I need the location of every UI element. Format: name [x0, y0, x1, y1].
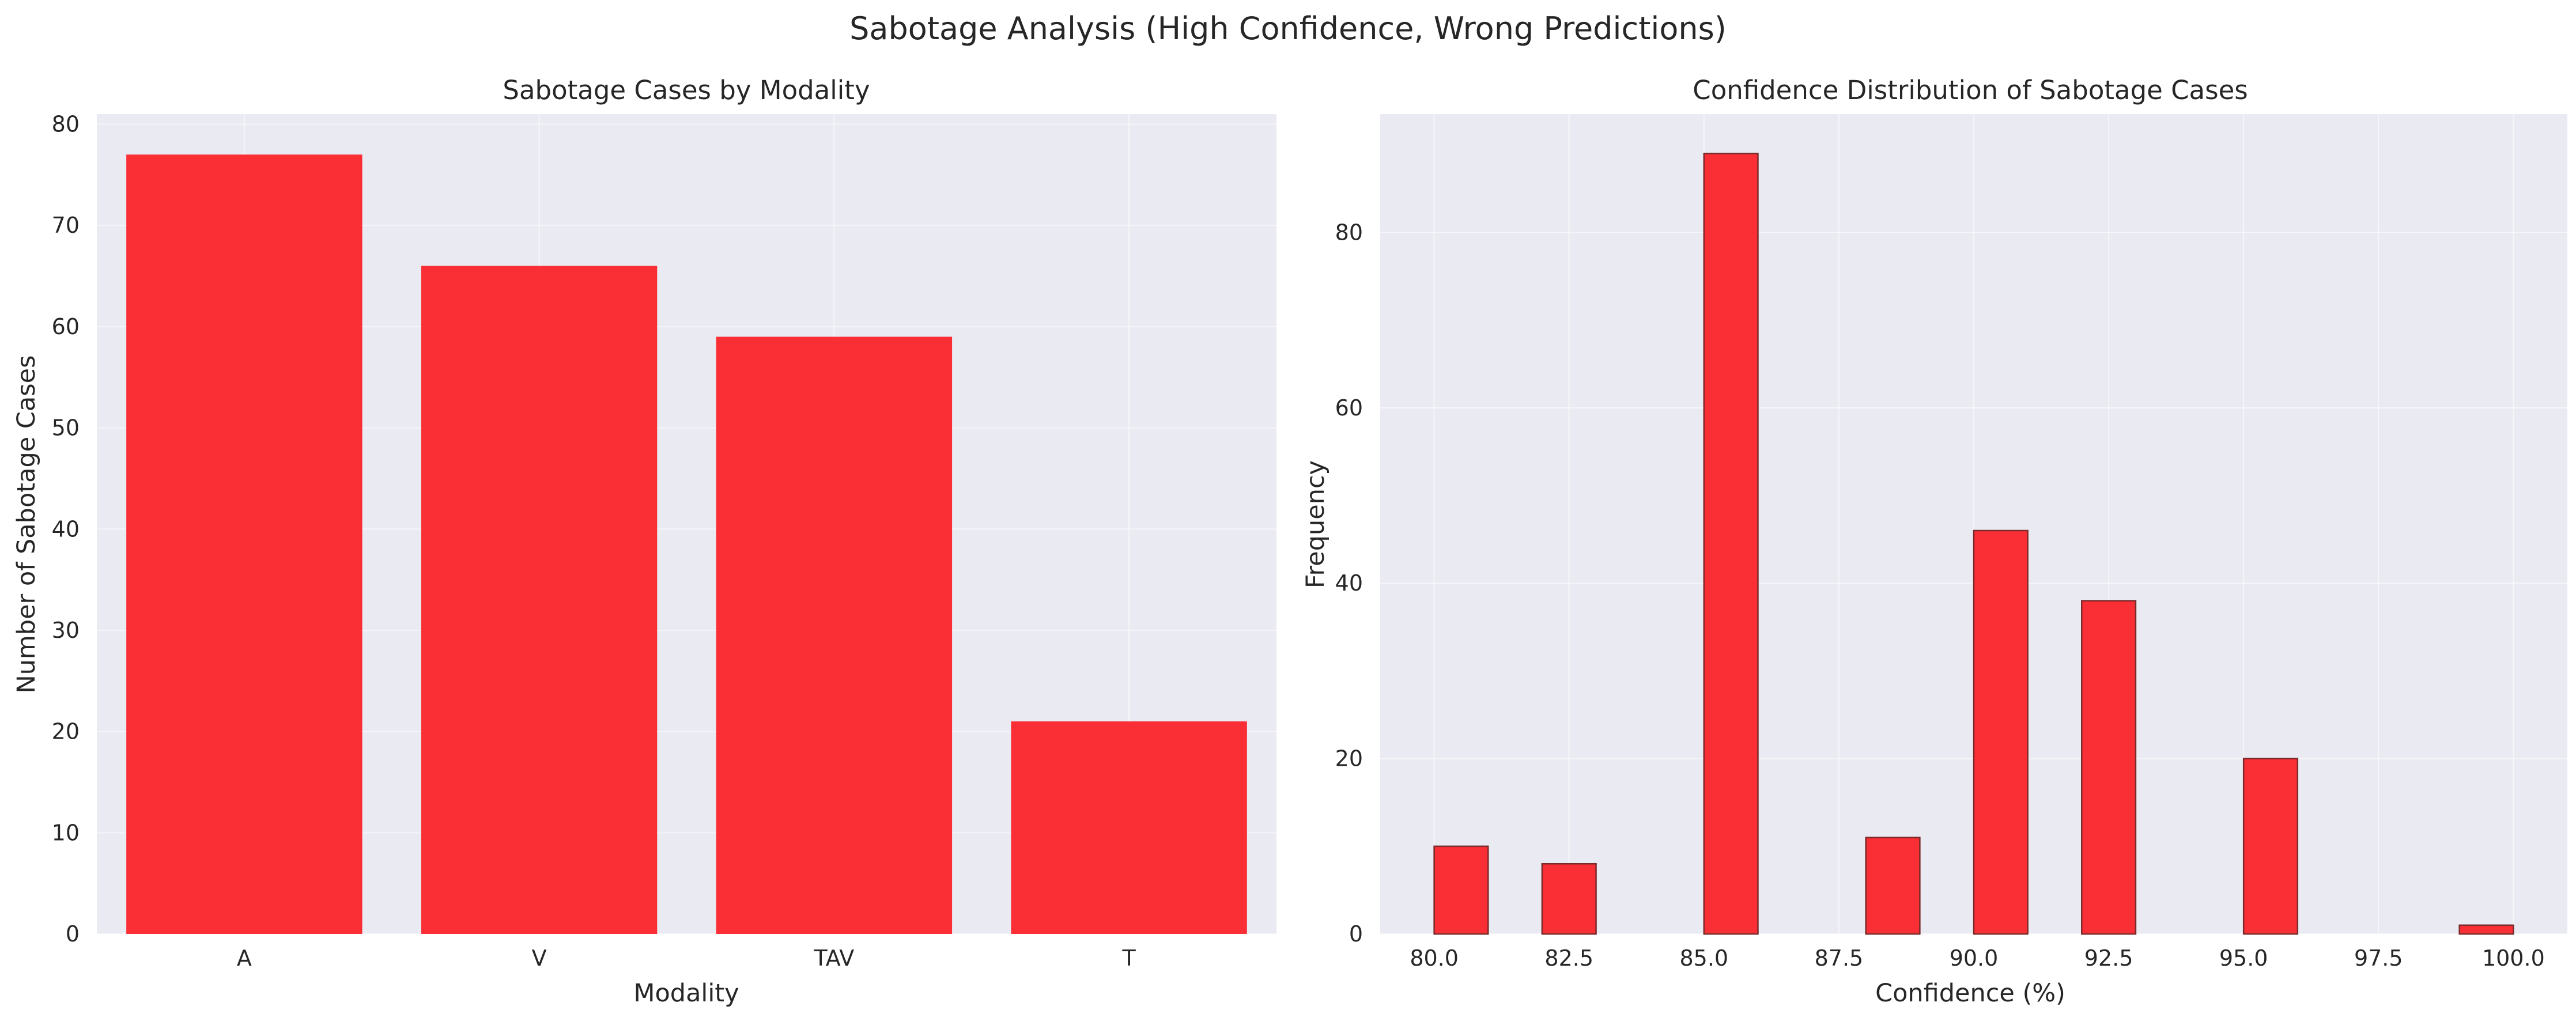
- histogram-bar: [2242, 758, 2299, 935]
- x-tick-label: 90.0: [1950, 945, 1999, 971]
- bars-modality: [126, 154, 1247, 934]
- y-tick-label: 60: [52, 314, 80, 339]
- y-axis-label-modality: Number of Sabotage Cases: [12, 355, 41, 693]
- chart-modality: A V TAV T 0 10 20 30 40 50 60 70 80 Sabotage Cases …: [12, 75, 1276, 1008]
- x-tick-label: 95.0: [2219, 945, 2268, 971]
- x-tick-label: TAV: [813, 945, 854, 971]
- bars-confidence: [1433, 153, 2514, 935]
- x-tick-label: 85.0: [1680, 945, 1729, 971]
- x-tick-label: 82.5: [1544, 945, 1593, 971]
- y-axis-label-confidence: Frequency: [1301, 460, 1330, 588]
- chart-confidence: 80.0 82.5 85.0 87.5 90.0 92.5 95.0 97.5 100.0 0 2…: [1301, 75, 2567, 1008]
- bar: [1011, 721, 1247, 934]
- y-tick-label: 30: [52, 618, 80, 643]
- x-tick-label: T: [1122, 945, 1136, 971]
- histogram-bar: [1703, 153, 1759, 935]
- y-ticks-confidence: 0 20 40 60 80: [1335, 220, 1363, 947]
- y-tick-label: 50: [52, 415, 80, 441]
- y-tick-label: 0: [66, 921, 80, 947]
- y-tick-label: 10: [52, 820, 80, 845]
- bar: [421, 266, 658, 934]
- y-tick-label: 70: [52, 213, 80, 238]
- x-ticks-modality: A V TAV T: [237, 945, 1136, 971]
- x-tick-label: A: [237, 945, 252, 971]
- x-tick-label: 100.0: [2482, 945, 2545, 971]
- y-ticks-modality: 0 10 20 30 40 50 60 70 80: [52, 112, 80, 947]
- chart-title-confidence: Confidence Distribution of Sabotage Case…: [1693, 75, 2248, 105]
- y-tick-label: 40: [52, 516, 80, 542]
- x-axis-label-confidence: Confidence (%): [1875, 979, 2065, 1008]
- histogram-bar: [1973, 529, 2029, 935]
- y-tick-label: 60: [1335, 395, 1363, 421]
- x-ticks-confidence: 80.0 82.5 85.0 87.5 90.0 92.5 95.0 97.5 100.0: [1410, 945, 2544, 971]
- histogram-bar: [2458, 924, 2514, 935]
- chart-title-modality: Sabotage Cases by Modality: [503, 75, 870, 105]
- x-tick-label: 92.5: [2084, 945, 2133, 971]
- histogram-bar: [1433, 845, 1489, 935]
- y-tick-label: 80: [1335, 220, 1363, 245]
- histogram-bar: [1541, 863, 1597, 935]
- x-axis-label-modality: Modality: [633, 979, 739, 1008]
- x-tick-label: V: [532, 945, 547, 971]
- x-tick-label: 97.5: [2354, 945, 2403, 971]
- bar: [126, 154, 362, 934]
- figure-title: Sabotage Analysis (High Confidence, Wron…: [849, 10, 1727, 47]
- x-tick-label: 87.5: [1815, 945, 1864, 971]
- bar: [716, 336, 953, 934]
- y-tick-label: 80: [52, 112, 80, 137]
- x-tick-label: 80.0: [1410, 945, 1459, 971]
- y-tick-label: 0: [1349, 921, 1363, 947]
- histogram-bar: [1865, 837, 1921, 935]
- y-tick-label: 40: [1335, 570, 1363, 596]
- y-tick-label: 20: [52, 719, 80, 744]
- histogram-bar: [2081, 600, 2137, 935]
- y-tick-label: 20: [1335, 746, 1363, 771]
